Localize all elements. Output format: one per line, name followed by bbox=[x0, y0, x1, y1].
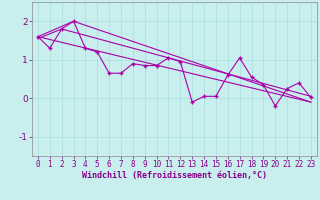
X-axis label: Windchill (Refroidissement éolien,°C): Windchill (Refroidissement éolien,°C) bbox=[82, 171, 267, 180]
